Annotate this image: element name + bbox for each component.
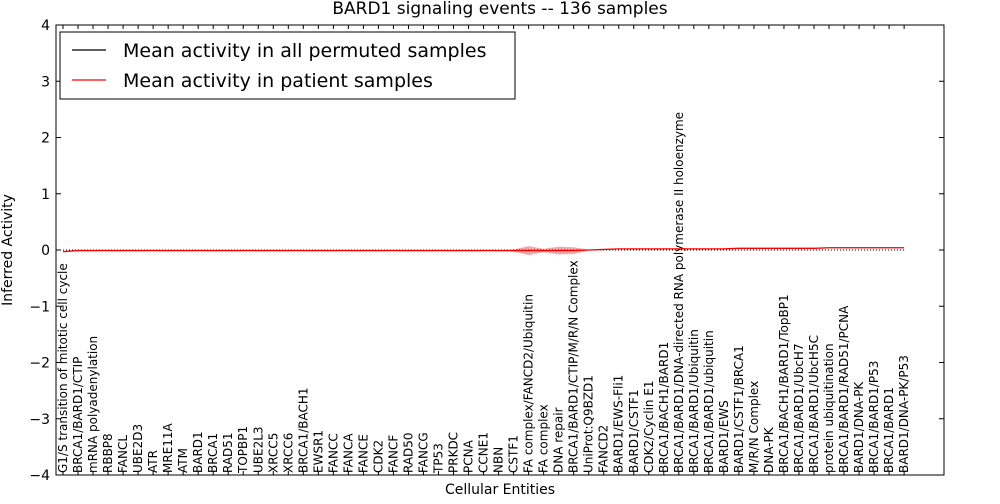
x-tick-label: NBN [492,447,506,473]
x-tick-label: BRCA1/BARD1/ubiquitin [702,330,716,473]
y-tick-label: 1 [41,187,50,203]
x-tick-label: FANCG [416,432,430,473]
x-tick-label: ATM [176,448,190,473]
y-tick-label: 2 [41,131,50,147]
x-tick-label: FANCD2 [597,425,611,473]
y-tick-label: −1 [29,299,50,315]
y-tick-label: −3 [29,412,50,428]
x-tick-label: EWSR1 [311,430,325,473]
chart-title: BARD1 signaling events -- 136 samples [332,0,667,19]
x-tick-label: protein ubiquitination [822,343,836,473]
x-tick-label: BARD1/DNA-PK [852,381,866,473]
x-tick-label: BRCA1/BARD1/RAD51/PCNA [837,305,851,473]
x-tick-label: TOPBP1 [236,426,250,474]
x-tick-label: UniProt:Q9BZD1 [582,375,596,473]
x-tick-label: mRNA polyadenylation [86,336,100,473]
x-tick-label: BRCA1/BARD1/CTIP/M/R/N Complex [567,260,581,473]
x-tick-label: FANCC [326,433,340,473]
y-tick-label: −2 [29,356,50,372]
x-tick-label: BRCA1/BARD1/P53 [867,361,881,473]
x-tick-label: BRCA1/BARD1 [882,387,896,473]
x-tick-label: BRCA1 [206,433,220,473]
patient-samples-line [62,247,905,253]
x-tick-label: BRCA1/BACH1 [296,387,310,473]
x-tick-label: BRCA1/BACH1/BARD1/TopBP1 [777,294,791,473]
x-tick-label: BRCA1/BACH1/BARD1 [657,342,671,473]
x-tick-label: CDK2/Cyclin E1 [642,380,656,473]
plot-area: −4 −3 −2 −1 0 1 2 3 4 G1/S transition of mitotic … [29,18,945,484]
x-tick-label: BARD1/CSTF1 [627,389,641,473]
x-tick-label: G1/S transition of mitotic cell cycle [56,263,70,473]
x-tick-label: BARD1/CSTF1/BRCA1 [732,345,746,473]
x-tick-label: BRCA1/BARD1/CTIP [71,357,85,473]
x-tick-label: CDK2 [371,440,385,473]
x-tick-label: FANCF [386,435,400,473]
x-tick-label: BARD1/EWS [717,400,731,473]
x-tick-label: FA complex [537,404,551,473]
x-tick-label: MRE11A [161,422,175,473]
x-tick-label: FANCL [116,435,130,473]
x-tick-label: FANCE [356,434,370,473]
x-tick-label: DNA repair [552,407,566,473]
legend-label: Mean activity in patient samples [123,70,433,92]
x-tick-label: PCNA [462,439,476,473]
x-tick-label: CCNE1 [477,432,491,473]
x-tick-label: FA complex/FANCD2/Ubiquitin [522,294,536,473]
x-tick-label: UBE2D3 [131,424,145,473]
x-tick-label: BRCA1/BARD1/Ubiquitin [687,329,701,473]
x-tick-label: ATR [146,450,160,473]
x-tick-label: XRCC5 [266,433,280,473]
legend-box [59,31,516,100]
y-axis-label: Inferred Activity [0,194,16,306]
x-tick-label: CSTF1 [507,435,521,473]
x-tick-label: RAD51 [221,432,235,473]
x-tick-label: BARD1 [191,431,205,473]
x-tick-label: BARD1/EWS-Fli1 [612,375,626,473]
y-tick-label: 0 [41,243,50,259]
x-axis-label: Cellular Entities [445,482,555,498]
x-tick-label: DNA-PK [762,426,776,473]
x-tick-label: FANCA [341,433,355,473]
x-tick-label: RBBP8 [101,433,115,473]
y-tick-label: −4 [29,468,50,484]
x-tick-label: UBE2L3 [251,426,265,473]
x-tick-label: BRCA1/BARD1/UbcH7 [792,343,806,473]
y-tick-label: 3 [41,74,50,90]
x-tick-label: BRCA1/BARD1/UbcH5C [807,335,821,473]
x-tick-label: PRKDC [447,432,461,473]
x-tick-label: BARD1/DNA-PK/P53 [897,355,911,473]
x-tick-label: XRCC6 [281,433,295,473]
x-tick-label: RAD50 [401,432,415,473]
x-tick-label: BRCA1/BARD1/DNA-directed RNA polymerase … [672,112,686,473]
legend-label: Mean activity in all permuted samples [123,40,486,62]
x-tick-label: TP53 [432,443,446,474]
y-tick-label: 4 [41,18,50,34]
x-tick-label: M/R/N Complex [747,381,761,473]
